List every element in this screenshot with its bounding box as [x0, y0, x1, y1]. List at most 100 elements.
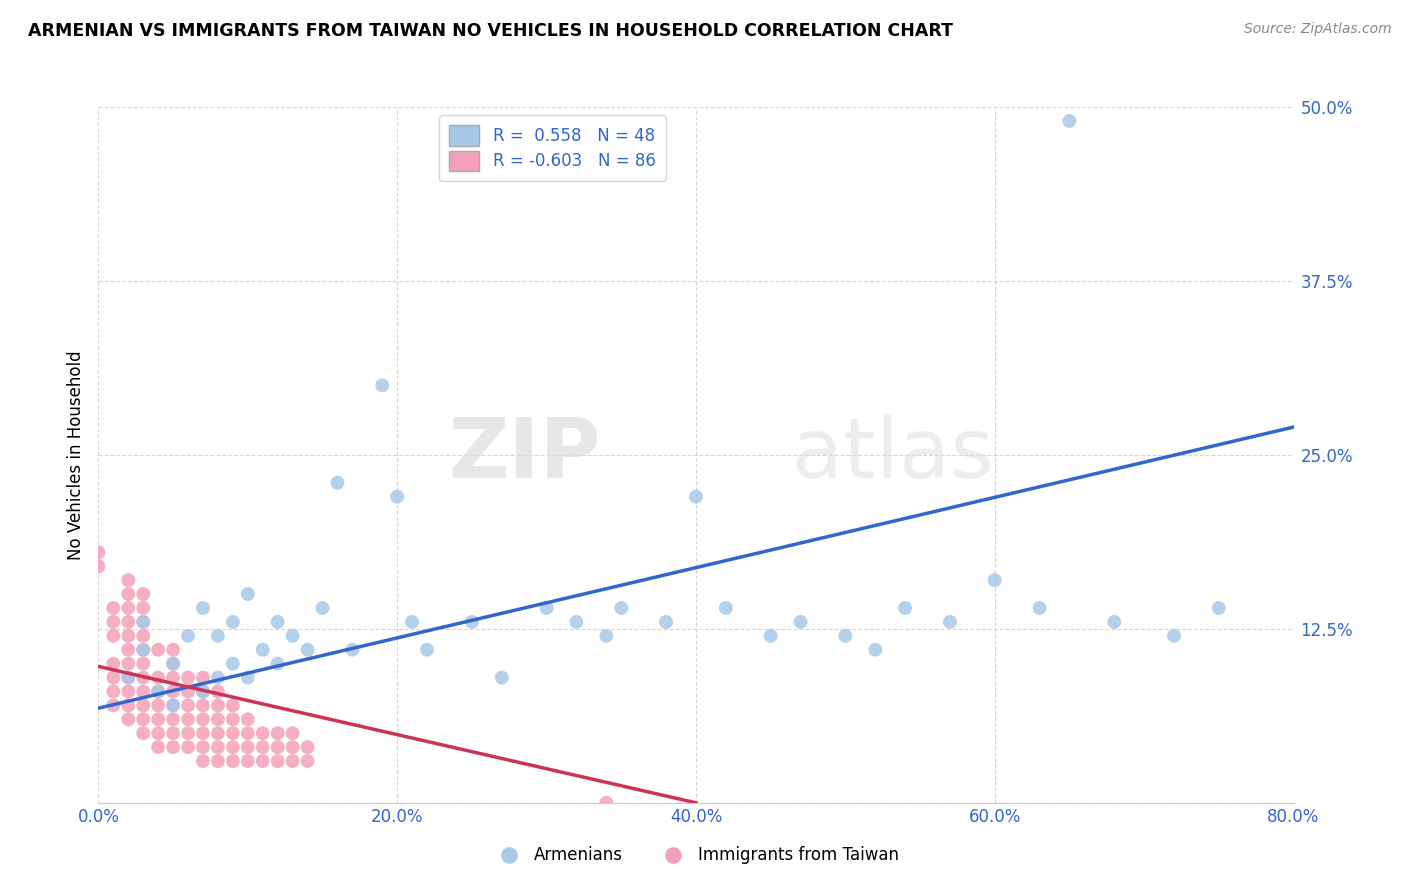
Point [132, 671, 155, 685]
Point [162, 657, 184, 671]
Point [281, 726, 304, 740]
Point [236, 754, 259, 768]
Point [789, 615, 811, 629]
Point [207, 671, 229, 685]
Point [491, 671, 513, 685]
Point [983, 573, 1005, 587]
Point [267, 615, 290, 629]
Point [132, 629, 155, 643]
Point [1059, 114, 1081, 128]
Point [865, 642, 887, 657]
Point [117, 712, 139, 726]
Point [148, 740, 170, 755]
Point [222, 726, 245, 740]
Point [177, 726, 200, 740]
Point [132, 642, 155, 657]
Point [117, 587, 139, 601]
Point [177, 698, 200, 713]
Point [103, 684, 125, 698]
Point [281, 740, 304, 755]
Point [236, 712, 259, 726]
Point [177, 712, 200, 726]
Point [162, 657, 184, 671]
Point [207, 712, 229, 726]
Point [191, 740, 214, 755]
Point [162, 698, 184, 713]
Point [191, 754, 214, 768]
Point [281, 629, 304, 643]
Point [236, 587, 259, 601]
Point [117, 642, 139, 657]
Point [148, 684, 170, 698]
Point [132, 698, 155, 713]
Point [222, 657, 245, 671]
Point [103, 629, 125, 643]
Point [297, 740, 319, 755]
Point [177, 629, 200, 643]
Point [297, 642, 319, 657]
Point [207, 726, 229, 740]
Point [191, 712, 214, 726]
Point [1163, 629, 1185, 643]
Point [87, 545, 110, 559]
Point [191, 698, 214, 713]
Point [236, 726, 259, 740]
Point [117, 601, 139, 615]
Point [162, 726, 184, 740]
Point [132, 657, 155, 671]
Point [191, 726, 214, 740]
Point [236, 671, 259, 685]
Point [117, 671, 139, 685]
Point [207, 698, 229, 713]
Point [162, 698, 184, 713]
Point [207, 629, 229, 643]
Point [148, 684, 170, 698]
Point [297, 754, 319, 768]
Point [610, 601, 633, 615]
Point [536, 601, 558, 615]
Point [148, 698, 170, 713]
Point [191, 684, 214, 698]
Point [148, 642, 170, 657]
Point [222, 740, 245, 755]
Point [595, 796, 617, 810]
Point [162, 642, 184, 657]
Point [685, 490, 707, 504]
Point [132, 726, 155, 740]
Point [117, 698, 139, 713]
Point [222, 754, 245, 768]
Point [132, 587, 155, 601]
Point [132, 642, 155, 657]
Point [148, 726, 170, 740]
Point [385, 490, 409, 504]
Point [222, 712, 245, 726]
Text: atlas: atlas [792, 415, 993, 495]
Point [342, 642, 364, 657]
Point [834, 629, 856, 643]
Point [1104, 615, 1126, 629]
Point [177, 740, 200, 755]
Text: ZIP: ZIP [449, 415, 600, 495]
Point [132, 684, 155, 698]
Point [103, 615, 125, 629]
Point [162, 684, 184, 698]
Point [252, 642, 274, 657]
Point [117, 657, 139, 671]
Legend: Armenians, Immigrants from Taiwan: Armenians, Immigrants from Taiwan [486, 839, 905, 871]
Point [1208, 601, 1230, 615]
Point [117, 671, 139, 685]
Point [117, 684, 139, 698]
Point [222, 615, 245, 629]
Point [267, 657, 290, 671]
Point [177, 671, 200, 685]
Point [207, 754, 229, 768]
Point [162, 671, 184, 685]
Point [252, 726, 274, 740]
Point [207, 740, 229, 755]
Point [759, 629, 782, 643]
Point [252, 754, 274, 768]
Point [416, 642, 439, 657]
Point [207, 684, 229, 698]
Point [267, 754, 290, 768]
Point [281, 754, 304, 768]
